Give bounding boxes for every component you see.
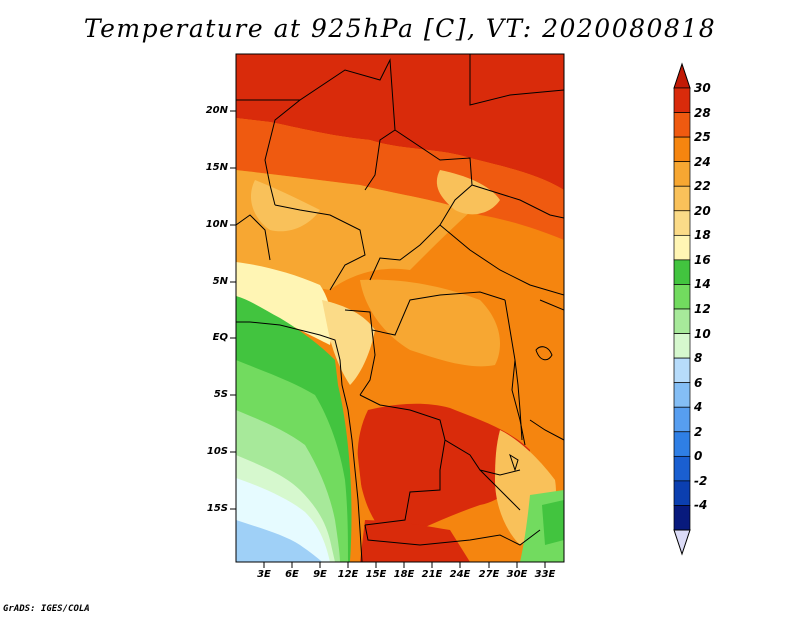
border-libya-egypt xyxy=(469,54,564,106)
lon-label-18e: 18E xyxy=(393,569,415,580)
colorbar-segment xyxy=(673,284,691,310)
colorbar-label: 8 xyxy=(694,351,703,366)
colorbar-segment xyxy=(673,308,691,334)
lon-label-33e: 33E xyxy=(534,569,556,580)
border-angola-zambia xyxy=(364,439,446,526)
axis-ticks xyxy=(230,110,546,568)
colorbar-segment xyxy=(673,234,691,261)
lon-label-21e: 21E xyxy=(421,569,443,580)
border-car-congo xyxy=(344,291,506,336)
colorbar-label: 10 xyxy=(694,326,711,341)
colorbar xyxy=(673,62,691,556)
lon-label-15e: 15E xyxy=(365,569,387,580)
colorbar-label: 2 xyxy=(694,424,703,439)
colorbar-label: 0 xyxy=(694,449,703,464)
colorbar-segment xyxy=(673,333,691,359)
country-borders xyxy=(236,54,564,562)
border-sahara-1 xyxy=(236,58,396,191)
colorbar-label: 6 xyxy=(694,375,703,390)
colorbar-label: 12 xyxy=(694,302,711,316)
map-frame xyxy=(235,53,565,563)
field-patch-mild xyxy=(250,180,320,232)
field-congo-mild xyxy=(360,279,500,367)
field-gabon-mild xyxy=(322,300,375,385)
border-mali-niger xyxy=(264,99,301,206)
colorbar-segment xyxy=(673,259,691,285)
lon-label-9e: 9E xyxy=(313,569,327,580)
border-congo xyxy=(359,329,376,396)
field-angola-hot xyxy=(357,403,530,540)
colorbar-label: 30 xyxy=(694,81,711,95)
border-zambia-zim xyxy=(479,469,521,511)
lake-tanganyika xyxy=(514,359,523,441)
colorbar-label: 16 xyxy=(694,252,711,267)
border-east-2 xyxy=(529,419,564,441)
lat-label-15s: 15S xyxy=(206,503,228,514)
coastline-west xyxy=(236,321,363,562)
colorbar-label: 18 xyxy=(694,228,711,243)
lat-label-10n: 10N xyxy=(205,219,228,230)
colorbar-label: 28 xyxy=(694,105,711,120)
border-sudan-2 xyxy=(439,224,564,296)
border-namibia xyxy=(364,524,541,546)
lon-label-12e: 12E xyxy=(337,569,359,580)
lat-label-eq: EQ xyxy=(212,332,228,343)
grads-credit: GrADS: IGES/COLA xyxy=(3,604,90,614)
border-nigeria xyxy=(274,204,366,291)
colorbar-segment xyxy=(673,112,691,138)
lon-label-30e: 30E xyxy=(506,569,528,580)
border-chad-sudan xyxy=(369,129,473,281)
field-ocean-blue xyxy=(236,520,322,562)
lon-label-24e: 24E xyxy=(449,569,471,580)
colorbar-segment xyxy=(673,406,691,433)
lake-mweru xyxy=(509,453,519,472)
colorbar-bottom-arrow xyxy=(673,529,691,556)
temperature-field xyxy=(236,54,564,562)
border-east-1 xyxy=(539,299,564,311)
colorbar-label: 4 xyxy=(694,400,703,415)
colorbar-label: 22 xyxy=(694,179,711,194)
lat-label-20n: 20N xyxy=(205,105,228,116)
colorbar-label: 24 xyxy=(694,154,711,169)
colorbar-segment xyxy=(673,382,691,408)
colorbar-segment xyxy=(673,210,691,236)
colorbar-segment xyxy=(673,357,691,384)
colorbar-label: -4 xyxy=(694,498,708,513)
lat-label-5n: 5N xyxy=(212,276,228,287)
field-mozambique-green-dark xyxy=(542,500,564,545)
lake-victoria xyxy=(535,346,553,361)
colorbar-segment xyxy=(673,431,691,457)
lat-label-10s: 10S xyxy=(206,446,228,457)
lon-label-27e: 27E xyxy=(478,569,500,580)
lon-label-3e: 3E xyxy=(257,569,271,580)
colorbar-segment xyxy=(673,455,691,482)
border-west-1 xyxy=(236,214,271,261)
lat-label-5s: 5S xyxy=(213,389,228,400)
lat-label-15n: 15N xyxy=(205,162,228,173)
colorbar-segment xyxy=(673,505,691,531)
lon-label-6e: 6E xyxy=(285,569,299,580)
field-coast-strip xyxy=(335,360,365,562)
border-sudan-1 xyxy=(471,184,564,219)
colorbar-segment xyxy=(673,480,691,506)
colorbar-segment xyxy=(673,87,691,113)
map-title: Temperature at 925hPa [C], VT: 202008081… xyxy=(83,14,717,43)
field-gulf-pale xyxy=(236,262,332,345)
colorbar-segment xyxy=(673,161,691,187)
colorbar-label: 14 xyxy=(694,277,711,292)
colorbar-label: 25 xyxy=(694,130,711,145)
field-namibia-hot xyxy=(360,520,470,562)
colorbar-label: -2 xyxy=(694,473,708,488)
colorbar-segment xyxy=(673,136,691,163)
colorbar-top-arrow xyxy=(673,62,691,89)
colorbar-segment xyxy=(673,185,691,212)
colorbar-label: 20 xyxy=(694,203,711,218)
